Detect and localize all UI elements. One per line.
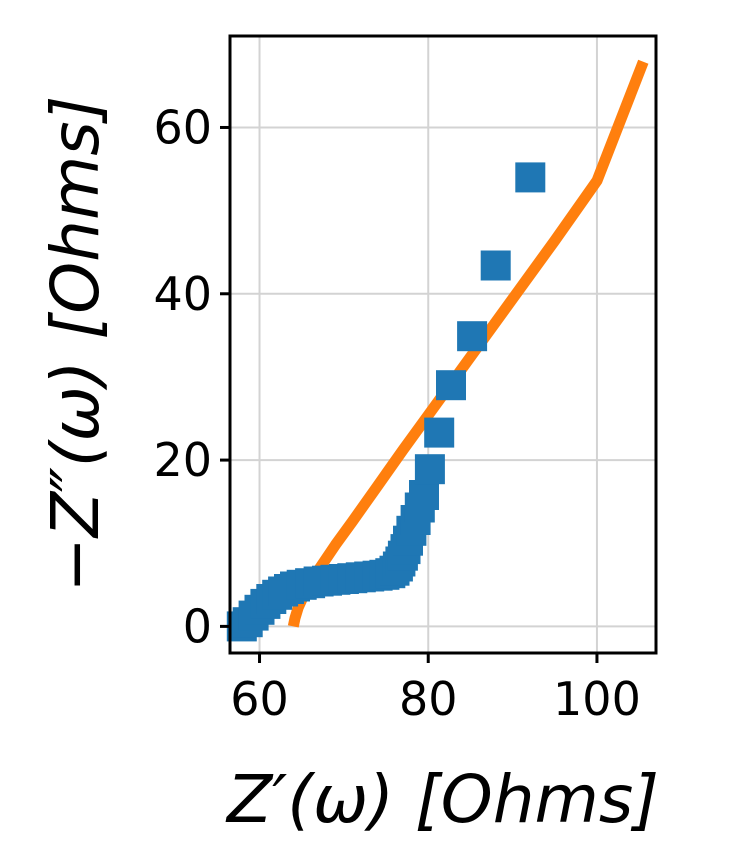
data-point	[457, 321, 488, 352]
data-point	[409, 480, 439, 510]
markers-overlay	[480, 162, 546, 281]
data-point	[515, 162, 546, 193]
x-axis-label: Z′(ω) [Ohms]	[225, 761, 659, 838]
data-point	[414, 454, 445, 485]
data-point	[480, 250, 511, 281]
grid-lines	[230, 36, 656, 653]
y-tick-label: 20	[153, 433, 212, 487]
x-tick-label: 60	[230, 672, 289, 726]
x-axis-ticks: 60 80 100	[230, 653, 641, 726]
y-tick-label: 60	[153, 100, 212, 154]
plot-frame	[228, 34, 658, 655]
data-point	[424, 417, 455, 448]
data-point	[436, 370, 466, 401]
data-points	[226, 321, 488, 642]
y-tick-label: 0	[183, 599, 212, 653]
x-tick-label: 80	[399, 672, 458, 726]
y-axis-label: −Z″(ω) [Ohms]	[37, 96, 114, 593]
y-tick-label: 40	[153, 267, 212, 321]
x-tick-label: 100	[553, 672, 641, 726]
y-axis-ticks: 0 20 40 60	[153, 100, 230, 653]
